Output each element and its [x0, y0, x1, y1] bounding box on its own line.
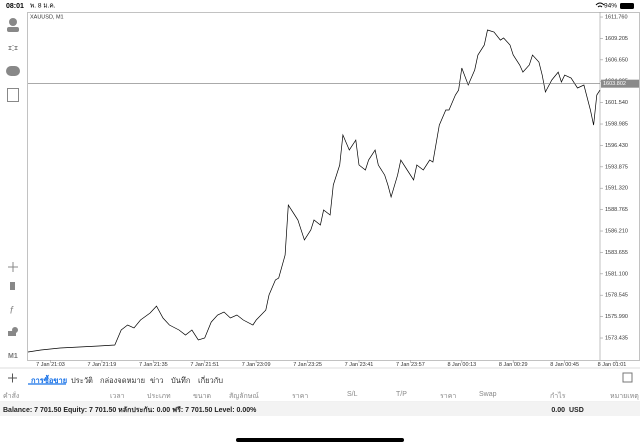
wifi-icon [595, 2, 605, 8]
balance-summary: Balance: 7 701.50 Equity: 7 701.50 หลักป… [3, 406, 257, 414]
tool-objects-b [8, 331, 16, 336]
column-header: สัญลักษณ์ [229, 393, 259, 400]
x-tick-label: 8 Jan 00:13 [447, 362, 476, 368]
status-time: 08:01 [6, 3, 24, 10]
x-tick-label: 7 Jan 23:57 [396, 362, 425, 368]
expand-button[interactable] [622, 372, 633, 383]
y-tick-label: 1573.435 [605, 335, 628, 341]
y-tick-label: 1596.430 [605, 143, 628, 149]
y-tick-label: 1591.320 [605, 186, 628, 192]
x-tick-label: 7 Jan 21:03 [36, 362, 65, 368]
column-header: ประเภท [147, 393, 171, 400]
column-header: ขนาด [193, 393, 212, 400]
status-date: พ. 8 ม.ค. [30, 3, 56, 10]
price-line [27, 29, 601, 353]
x-tick-label: 7 Jan 21:19 [88, 362, 117, 368]
column-header: ราคา [440, 393, 457, 400]
balance-bg [0, 402, 640, 416]
tab[interactable]: บันทึก [171, 376, 191, 385]
x-tick-label: 7 Jan 21:35 [139, 362, 168, 368]
x-tick-label: 8 Jan 00:29 [499, 362, 528, 368]
tool-trade[interactable] [8, 45, 18, 51]
y-tick-label: 1601.540 [605, 100, 628, 106]
column-header: เวลา [110, 393, 125, 400]
y-tick-label: 1598.985 [605, 121, 628, 127]
y-tick-label: 1578.545 [605, 293, 628, 299]
x-tick-label: 8 Jan 00:45 [550, 362, 579, 368]
column-header: ราคา [292, 393, 309, 400]
tab[interactable]: ข่าว [150, 376, 164, 385]
status-battery: 94% [604, 3, 617, 10]
add-button[interactable] [8, 373, 17, 383]
tool-account[interactable] [9, 18, 17, 26]
y-tick-label: 1583.655 [605, 250, 628, 256]
chart-symbol: XAUUSD, M1 [30, 14, 64, 20]
tab[interactable]: เกี่ยวกับ [198, 376, 224, 385]
left-toolbar: f [6, 18, 20, 336]
y-tick-label: 1575.990 [605, 314, 628, 320]
y-tick-label: 1586.210 [605, 228, 628, 234]
column-header: T/P [396, 391, 407, 398]
column-header: หมายเหตุ [610, 393, 639, 400]
tab[interactable]: ประวัติ [71, 376, 93, 385]
x-tick-label: 8 Jan 01:01 [598, 362, 627, 368]
y-tick-label: 1611.760 [605, 14, 628, 20]
home-indicator [236, 438, 404, 442]
x-tick-label: 7 Jan 23:41 [345, 362, 374, 368]
tool-account-body [7, 27, 19, 32]
current-price-box [601, 79, 639, 88]
y-tick-label: 1609.205 [605, 36, 628, 42]
column-header: คำสั่ง [3, 393, 20, 400]
column-header: S/L [347, 391, 358, 398]
currency: USD [569, 407, 584, 414]
tool-chat[interactable] [6, 66, 20, 76]
battery-icon [620, 3, 634, 9]
current-price-label: 1603.802 [603, 81, 626, 87]
x-tick-label: 7 Jan 23:25 [293, 362, 322, 368]
y-tick-label: 1581.100 [605, 271, 628, 277]
tab[interactable]: การซื้อขาย [31, 376, 68, 385]
timeframe[interactable]: M1 [8, 353, 18, 360]
chart-frame [27, 12, 640, 361]
y-tick-label: 1593.875 [605, 164, 628, 170]
tool-candles[interactable] [10, 282, 15, 290]
x-tick-label: 7 Jan 21:51 [190, 362, 219, 368]
column-header: Swap [479, 391, 497, 398]
tool-indicators[interactable]: f [10, 306, 14, 317]
tab[interactable]: กล่องจดหมาย [100, 376, 146, 385]
y-tick-label: 1588.765 [605, 207, 628, 213]
column-header: กำไร [550, 393, 566, 400]
x-tick-label: 7 Jan 23:09 [242, 362, 271, 368]
tool-crosshair[interactable] [8, 262, 18, 272]
y-tick-label: 1606.650 [605, 57, 628, 63]
profit: 0.00 [551, 407, 565, 414]
tool-new[interactable] [7, 88, 19, 102]
